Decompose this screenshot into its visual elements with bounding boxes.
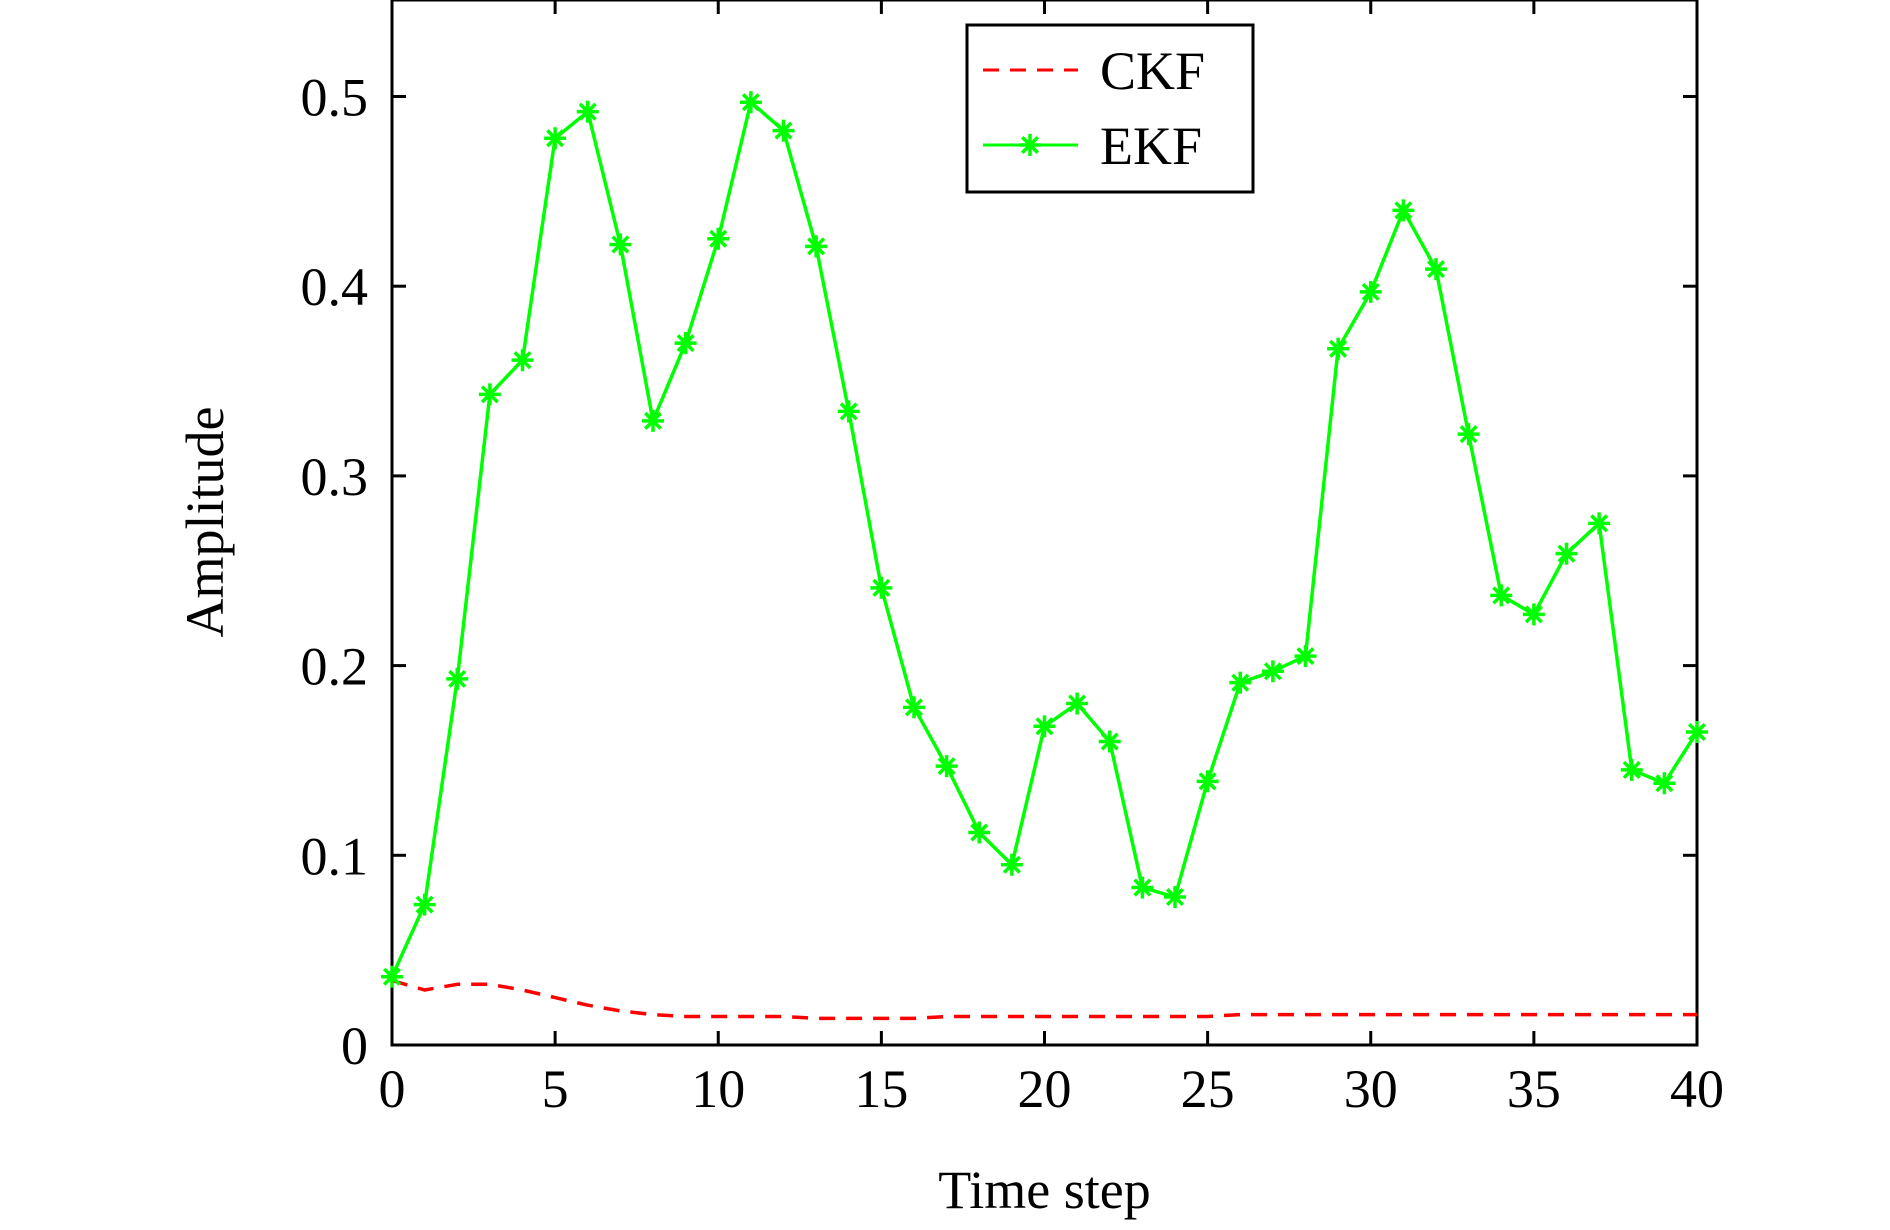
data-point-ekf bbox=[1359, 280, 1382, 303]
data-point-ekf bbox=[1131, 876, 1154, 899]
data-point-ekf bbox=[674, 332, 697, 355]
data-point-ekf bbox=[413, 893, 436, 916]
data-point-ekf bbox=[1653, 772, 1676, 795]
data-point-ekf bbox=[1686, 720, 1708, 743]
data-point-ekf bbox=[1000, 853, 1023, 876]
x-axis-label: Time step bbox=[938, 1160, 1151, 1220]
legend: CKF EKF bbox=[965, 23, 1255, 194]
data-point-ekf bbox=[1555, 542, 1578, 565]
data-point-ekf bbox=[1392, 199, 1415, 222]
data-point-ekf bbox=[1522, 603, 1545, 626]
legend-marker-point bbox=[1019, 134, 1041, 156]
legend-marker-ekf bbox=[1019, 134, 1041, 156]
series-line-ckf bbox=[391, 978, 1697, 1021]
x-tick-label: 15 bbox=[854, 1059, 908, 1119]
y-tick-label: 0.2 bbox=[301, 637, 369, 697]
x-tick-label: 30 bbox=[1344, 1059, 1398, 1119]
data-point-ekf bbox=[1588, 512, 1611, 535]
data-point-ekf bbox=[1457, 423, 1480, 446]
y-tick-label: 0.3 bbox=[301, 447, 369, 507]
data-point-ekf bbox=[739, 91, 762, 114]
data-point-ekf bbox=[1261, 660, 1284, 683]
data-point-ekf bbox=[642, 409, 664, 432]
x-tick-label: 35 bbox=[1507, 1059, 1561, 1119]
data-point-ekf bbox=[968, 821, 991, 844]
data-point-ekf bbox=[446, 667, 469, 690]
data-point-ekf bbox=[1327, 337, 1350, 360]
y-tick-label: 0.5 bbox=[301, 68, 369, 128]
y-tick-label: 0 bbox=[341, 1016, 368, 1076]
series-line-ekf bbox=[390, 100, 1699, 978]
x-tick-label: 10 bbox=[691, 1059, 745, 1119]
data-point-ekf bbox=[1294, 645, 1317, 668]
data-point-ekf bbox=[1066, 692, 1089, 715]
data-point-ekf bbox=[544, 127, 567, 150]
data-point-ekf bbox=[707, 227, 730, 250]
data-point-ekf bbox=[478, 383, 501, 406]
data-point-ekf bbox=[381, 965, 403, 988]
data-point-ekf bbox=[1196, 770, 1219, 793]
legend-label-ckf: CKF bbox=[1100, 41, 1205, 101]
x-tick-label: 40 bbox=[1670, 1059, 1724, 1119]
data-point-ekf bbox=[935, 755, 958, 778]
data-point-ekf bbox=[1425, 258, 1447, 281]
data-point-ekf bbox=[870, 576, 893, 599]
data-point-ekf bbox=[1098, 730, 1121, 753]
legend-box bbox=[965, 23, 1255, 194]
data-point-ekf bbox=[1490, 584, 1513, 607]
data-point-ekf bbox=[1164, 886, 1186, 909]
data-point-ekf bbox=[837, 400, 860, 423]
data-point-ekf bbox=[511, 349, 534, 372]
data-point-ekf bbox=[772, 119, 795, 142]
data-point-ekf bbox=[1229, 671, 1252, 694]
y-axis-label: Amplitude bbox=[175, 407, 235, 638]
legend-label-ekf: EKF bbox=[1100, 116, 1202, 176]
data-point-ekf bbox=[1620, 758, 1643, 781]
data-point-ekf bbox=[576, 100, 599, 123]
x-tick-label: 20 bbox=[1018, 1059, 1072, 1119]
y-tick-label: 0.4 bbox=[301, 257, 369, 317]
y-tick-label: 0.1 bbox=[301, 826, 369, 886]
data-point-ekf bbox=[805, 235, 828, 258]
data-point-ekf bbox=[903, 696, 925, 719]
x-tick-label: 0 bbox=[379, 1059, 406, 1119]
series-layer bbox=[381, 91, 1708, 1021]
x-tick-label: 5 bbox=[542, 1059, 569, 1119]
data-point-ekf bbox=[1033, 715, 1056, 738]
data-point-ekf bbox=[609, 233, 632, 256]
x-tick-label: 25 bbox=[1181, 1059, 1235, 1119]
ticks-layer: 0 5 10 15 20 25 30 35 40 0 0.1 0.2 0.3 0.4 0.5 bbox=[301, 0, 1724, 1119]
